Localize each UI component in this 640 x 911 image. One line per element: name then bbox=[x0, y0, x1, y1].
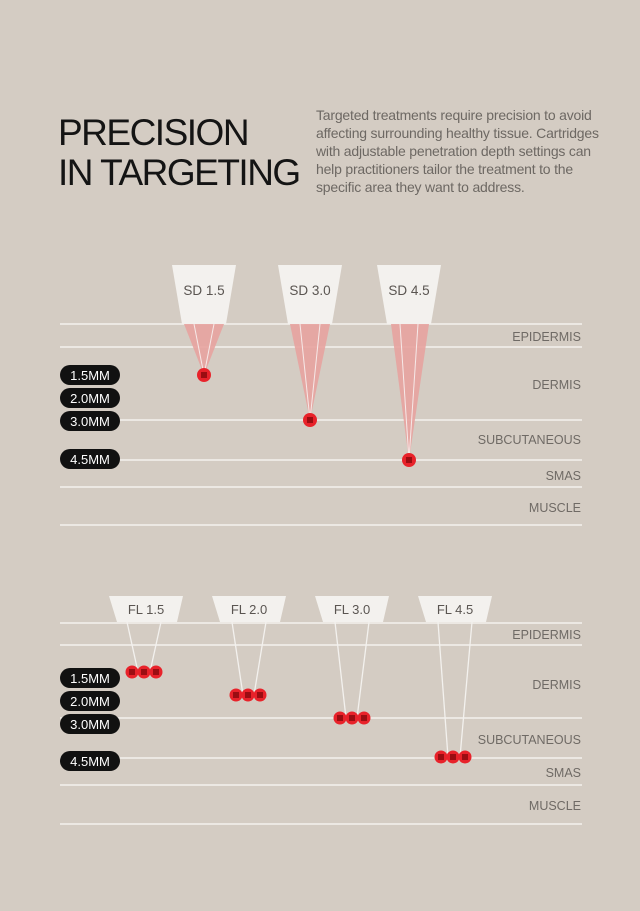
depth-pill-label: 3.0MM bbox=[70, 717, 110, 732]
depth-pill-label: 1.5MM bbox=[70, 368, 110, 383]
layer-labels: EPIDERMIS DERMIS SUBCUTANEOUS SMAS MUSCL… bbox=[478, 628, 581, 813]
needle-line bbox=[356, 621, 370, 719]
fl-cartridge-4-5: FL 4.5 bbox=[418, 596, 492, 764]
depth-pill-3-0mm: 3.0MM bbox=[60, 411, 120, 431]
cartridge-label: FL 4.5 bbox=[437, 602, 473, 617]
top-image-strip bbox=[60, 0, 580, 2]
sd-cartridge-4-5: SD 4.5 bbox=[377, 265, 441, 467]
layer-label-dermis: DERMIS bbox=[532, 678, 581, 692]
cartridge-head bbox=[212, 596, 286, 622]
sd-cartridge-3-0: SD 3.0 bbox=[278, 265, 342, 427]
depth-pill-1-5mm: 1.5MM bbox=[60, 668, 120, 688]
layer-label-dermis: DERMIS bbox=[532, 378, 581, 392]
fl-cartridge-1-5: FL 1.5 bbox=[109, 596, 183, 679]
cartridge-head bbox=[109, 596, 183, 622]
cartridge-label: FL 3.0 bbox=[334, 602, 370, 617]
depth-pill-4-5mm: 4.5MM bbox=[60, 449, 120, 469]
depth-pill-label: 2.0MM bbox=[70, 391, 110, 406]
needle-line bbox=[253, 621, 267, 696]
needle-line bbox=[437, 621, 449, 758]
cartridge-label: FL 1.5 bbox=[128, 602, 164, 617]
depth-pill-label: 2.0MM bbox=[70, 694, 110, 709]
depth-pill-2-0mm: 2.0MM bbox=[60, 388, 120, 408]
description-text: Targeted treatments require precision to… bbox=[316, 107, 599, 195]
depth-pill-4-5mm: 4.5MM bbox=[60, 751, 120, 771]
depth-pill-2-0mm: 2.0MM bbox=[60, 691, 120, 711]
layer-label-muscle: MUSCLE bbox=[529, 799, 581, 813]
penetration-cone bbox=[391, 324, 429, 460]
needle-line bbox=[203, 323, 215, 376]
needle-line bbox=[408, 323, 419, 461]
needle-line bbox=[399, 323, 410, 461]
sd-cartridge-1-5: SD 1.5 bbox=[172, 265, 236, 382]
depth-pill-label: 1.5MM bbox=[70, 671, 110, 686]
depth-pills: 1.5MM 2.0MM 3.0MM 4.5MM bbox=[60, 365, 120, 469]
fl-cartridge-3-0: FL 3.0 bbox=[315, 596, 389, 725]
needle-line bbox=[309, 323, 321, 421]
fl-depth-diagram: EPIDERMIS DERMIS SUBCUTANEOUS SMAS MUSCL… bbox=[60, 596, 582, 825]
layer-label-smas: SMAS bbox=[546, 469, 581, 483]
depth-dots bbox=[434, 750, 472, 764]
needle-line bbox=[193, 323, 205, 376]
cartridge-head bbox=[172, 265, 236, 324]
depth-pill-label: 4.5MM bbox=[70, 452, 110, 467]
cartridge-label: SD 1.5 bbox=[183, 283, 224, 298]
cartridge-label: SD 3.0 bbox=[289, 283, 330, 298]
page-title: PRECISION IN TARGETING bbox=[58, 111, 308, 193]
depth-pill-label: 3.0MM bbox=[70, 414, 110, 429]
title-line-1: PRECISION bbox=[58, 111, 250, 153]
needle-line bbox=[149, 621, 162, 673]
needle-line bbox=[334, 621, 347, 719]
depth-pill-3-0mm: 3.0MM bbox=[60, 714, 120, 734]
depth-pills: 1.5MM 2.0MM 3.0MM 4.5MM bbox=[60, 668, 120, 771]
layer-labels: EPIDERMIS DERMIS SUBCUTANEOUS SMAS MUSCL… bbox=[478, 330, 581, 515]
fl-cartridge-2-0: FL 2.0 bbox=[212, 596, 286, 702]
layer-label-muscle: MUSCLE bbox=[529, 501, 581, 515]
cartridge-label: FL 2.0 bbox=[231, 602, 267, 617]
layer-label-subcutaneous: SUBCUTANEOUS bbox=[478, 733, 581, 747]
depth-dots bbox=[125, 665, 163, 679]
cartridge-head bbox=[278, 265, 342, 324]
depth-dots bbox=[333, 711, 371, 725]
depth-pill-label: 4.5MM bbox=[70, 754, 110, 769]
title-line-2: IN TARGETING bbox=[58, 151, 301, 193]
penetration-cone bbox=[184, 324, 224, 375]
needle-line bbox=[231, 621, 244, 696]
layer-label-epidermis: EPIDERMIS bbox=[512, 628, 581, 642]
layer-label-subcutaneous: SUBCUTANEOUS bbox=[478, 433, 581, 447]
cartridge-label: SD 4.5 bbox=[388, 283, 429, 298]
depth-pill-1-5mm: 1.5MM bbox=[60, 365, 120, 385]
needle-line bbox=[299, 323, 311, 421]
layer-label-epidermis: EPIDERMIS bbox=[512, 330, 581, 344]
penetration-cone bbox=[290, 324, 330, 420]
layer-lines bbox=[60, 323, 582, 526]
depth-dots bbox=[229, 688, 267, 702]
sd-depth-diagram: EPIDERMIS DERMIS SUBCUTANEOUS SMAS MUSCL… bbox=[60, 265, 582, 526]
layer-label-smas: SMAS bbox=[546, 766, 581, 780]
needle-line bbox=[459, 621, 473, 758]
cartridge-head bbox=[315, 596, 389, 622]
cartridge-head bbox=[418, 596, 492, 622]
needle-line bbox=[126, 621, 139, 673]
layer-lines bbox=[60, 622, 582, 825]
cartridge-head bbox=[377, 265, 441, 324]
